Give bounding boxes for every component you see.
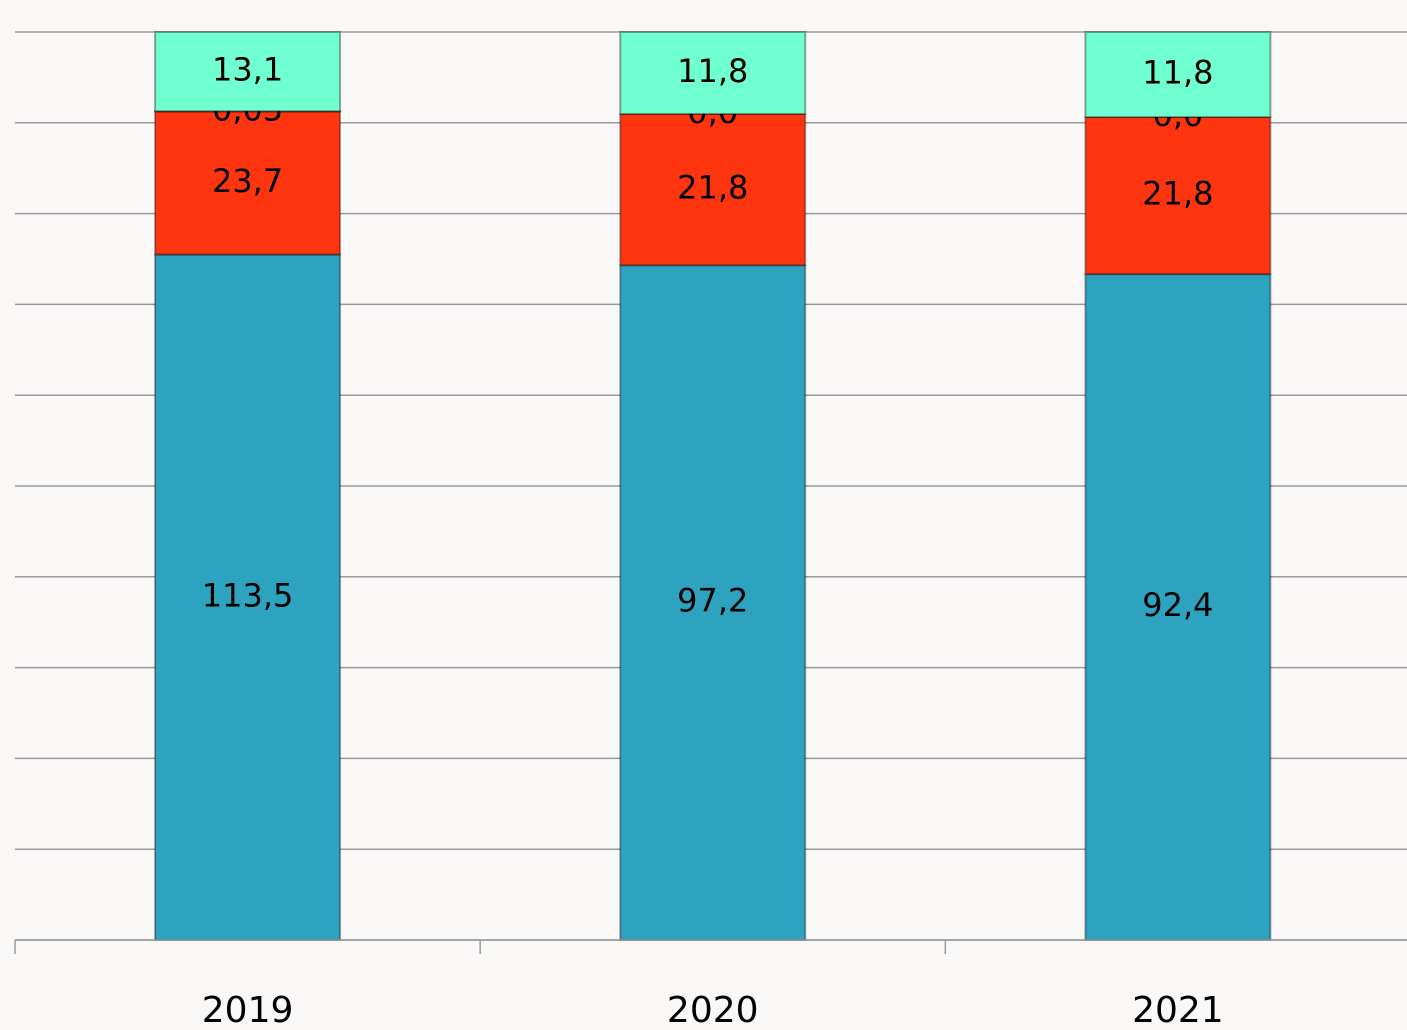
data-label: 21,8 [677,169,748,207]
data-label: 11,8 [1142,54,1213,92]
data-label: 113,5 [202,576,294,614]
bar-segment [154,253,342,941]
x-tick-label: 2021 [1132,990,1224,1030]
data-label: 11,8 [677,52,748,90]
data-label: 23,7 [212,162,283,200]
data-label: 21,8 [1142,175,1213,213]
x-tick-label: 2020 [667,990,759,1030]
bar-segment [1084,273,1272,941]
bar-segment [619,264,807,942]
data-label: 97,2 [677,582,748,620]
bar-segment [619,31,807,115]
data-label: 92,4 [1142,586,1213,624]
bar-segment [154,110,342,256]
x-tick-label: 2019 [202,990,294,1030]
bar-segment [1084,116,1272,276]
bar-segment [154,31,342,113]
bar-segment [619,112,807,267]
bar-segment [1084,31,1272,119]
data-label: 13,1 [212,51,283,89]
